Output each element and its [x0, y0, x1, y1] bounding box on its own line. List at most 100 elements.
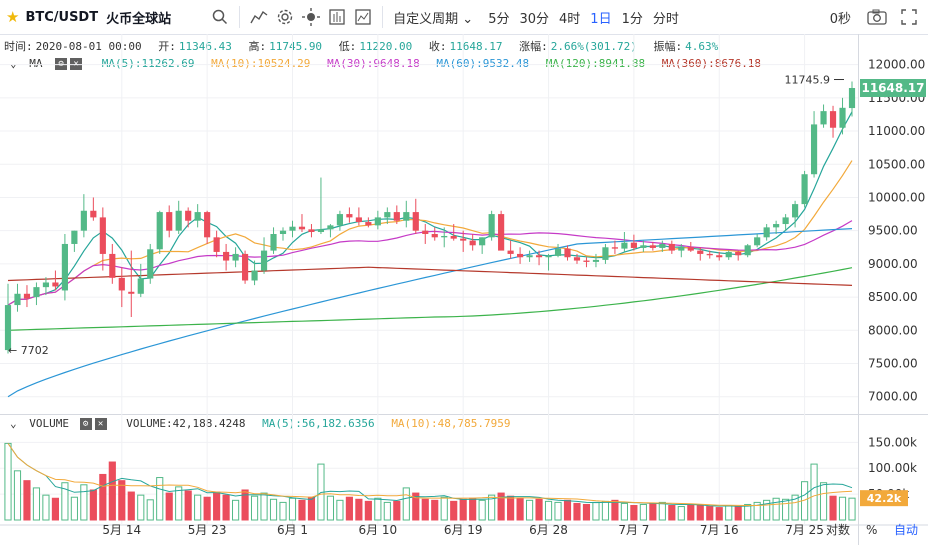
volume-ma10-value: MA(10):48,785.7959: [391, 417, 511, 430]
candle: [829, 105, 837, 138]
candle-body: [630, 242, 637, 248]
ma-settings-gear-icon[interactable]: ⚙: [55, 58, 68, 70]
collapse-chevron-icon[interactable]: ⌄: [10, 57, 17, 70]
candle: [374, 210, 381, 230]
candle-body: [441, 235, 448, 238]
volume-bar: [450, 500, 458, 521]
volume-close-icon[interactable]: ✕: [94, 418, 107, 430]
price-tick-label: 7500.00: [868, 357, 918, 371]
volume-bar: [412, 492, 420, 521]
time-tick-label: 7月 7: [618, 523, 649, 537]
volume-bar: [772, 497, 780, 521]
volume-bar: [165, 492, 173, 521]
low-label: 低:: [338, 40, 357, 53]
ma60-line: [7, 228, 853, 398]
period-30m[interactable]: 30分: [519, 11, 550, 27]
period-4h[interactable]: 4时: [559, 11, 581, 27]
layout-icon[interactable]: [350, 4, 376, 30]
percent-scale-toggle[interactable]: %: [866, 523, 877, 537]
volume-bar: [32, 487, 41, 521]
candle: [498, 210, 505, 251]
candle-body: [289, 226, 296, 231]
price-axis[interactable]: 12000.0011500.0011000.0010500.0010000.00…: [868, 58, 925, 501]
time-tick-label: 6月 19: [444, 523, 483, 537]
chevron-down-icon: ⌄: [462, 11, 474, 27]
candle: [469, 234, 476, 251]
toolbar: ★ BTC/USDT 火币全球站 自定义周期 ⌄ 5分 30分 4时 1日 1分…: [0, 0, 928, 35]
symbol-name: BTC/USDT: [25, 9, 99, 25]
volume-settings-gear-icon[interactable]: ⚙: [79, 418, 92, 430]
candle: [725, 250, 732, 260]
volume-bar: [260, 492, 268, 521]
favorite-star-icon[interactable]: ★: [6, 8, 20, 26]
candle-body: [460, 238, 467, 241]
candle: [23, 285, 31, 308]
candle-body: [42, 282, 50, 288]
price-tick-label: 8000.00: [868, 323, 918, 337]
time-tick-label: 7月 25: [785, 523, 824, 537]
volume-bar: [250, 495, 259, 521]
grid-lines: [0, 34, 928, 545]
volume-collapse-chevron-icon[interactable]: ⌄: [10, 417, 17, 430]
volume-bar: [374, 497, 382, 521]
last-volume-label: 42.2k: [867, 492, 902, 505]
exchange-name: 火币全球站: [106, 11, 172, 27]
candle-body: [839, 107, 846, 128]
volume-ma5-line: [7, 443, 853, 507]
candle: [848, 81, 856, 117]
change-label: 涨幅:: [519, 40, 548, 53]
log-scale-toggle[interactable]: 对数: [826, 522, 850, 537]
open-label: 开:: [158, 40, 176, 53]
fullscreen-icon[interactable]: [896, 4, 922, 30]
candle: [611, 240, 619, 254]
volume-bar: [23, 480, 31, 521]
search-icon[interactable]: [207, 4, 233, 30]
settings-gear-icon[interactable]: [272, 4, 298, 30]
camera-icon[interactable]: [864, 4, 890, 30]
auto-scale-toggle[interactable]: 自动: [894, 523, 918, 537]
candle-body: [602, 247, 609, 260]
ma-indicator-name: MA: [29, 57, 43, 70]
custom-period-dropdown[interactable]: 自定义周期 ⌄: [393, 8, 473, 27]
volume-bar: [829, 495, 837, 521]
candlestick-chart[interactable]: 12000.0011500.0011000.0010500.0010000.00…: [0, 34, 928, 545]
candle: [403, 200, 410, 228]
candle-body: [716, 255, 723, 258]
period-timeline[interactable]: 分时: [652, 11, 679, 27]
candle: [33, 282, 40, 306]
period-5m[interactable]: 5分: [488, 11, 510, 27]
candle-body: [412, 212, 419, 231]
time-tick-label: 5月 14: [102, 523, 141, 537]
ma60-value: MA(60):9532.48: [436, 57, 530, 70]
volume-bar: [459, 498, 467, 521]
period-1m[interactable]: 1分: [621, 11, 643, 27]
ma-close-icon[interactable]: ✕: [70, 58, 83, 70]
bar-chart-icon[interactable]: [324, 4, 350, 30]
symbol-selector[interactable]: ★ BTC/USDT 火币全球站: [0, 0, 171, 34]
candle: [488, 210, 495, 241]
volume-bar: [127, 491, 135, 521]
volume-tick-label: 150.00k: [868, 435, 917, 449]
candle: [166, 205, 173, 238]
candle: [241, 250, 249, 284]
candle-body: [583, 260, 590, 262]
volume-bar: [478, 499, 486, 521]
candle-body: [773, 224, 780, 228]
time-axis[interactable]: 5月 14 5月 23 6月 1 6月 10 6月 19 6月 28 7月 7 7月 16 7月…: [102, 522, 918, 537]
volume-bar: [611, 499, 619, 521]
period-1d[interactable]: 1日: [590, 11, 612, 27]
candle: [782, 214, 789, 231]
candle: [640, 240, 647, 252]
price-tick-label: 9500.00: [868, 224, 918, 238]
candle-body: [848, 88, 856, 109]
theme-sun-icon[interactable]: [298, 4, 324, 30]
price-tick-label: 9000.00: [868, 257, 918, 271]
indicator-icon[interactable]: [246, 4, 272, 30]
volume-ma5-value: MA(5):56,182.6356: [262, 417, 375, 430]
candle-body: [175, 210, 182, 231]
candle: [194, 204, 201, 228]
volume-bar: [118, 480, 126, 521]
volume-bar: [497, 492, 505, 521]
volume-bar: [70, 496, 78, 521]
candle-body: [223, 251, 230, 261]
